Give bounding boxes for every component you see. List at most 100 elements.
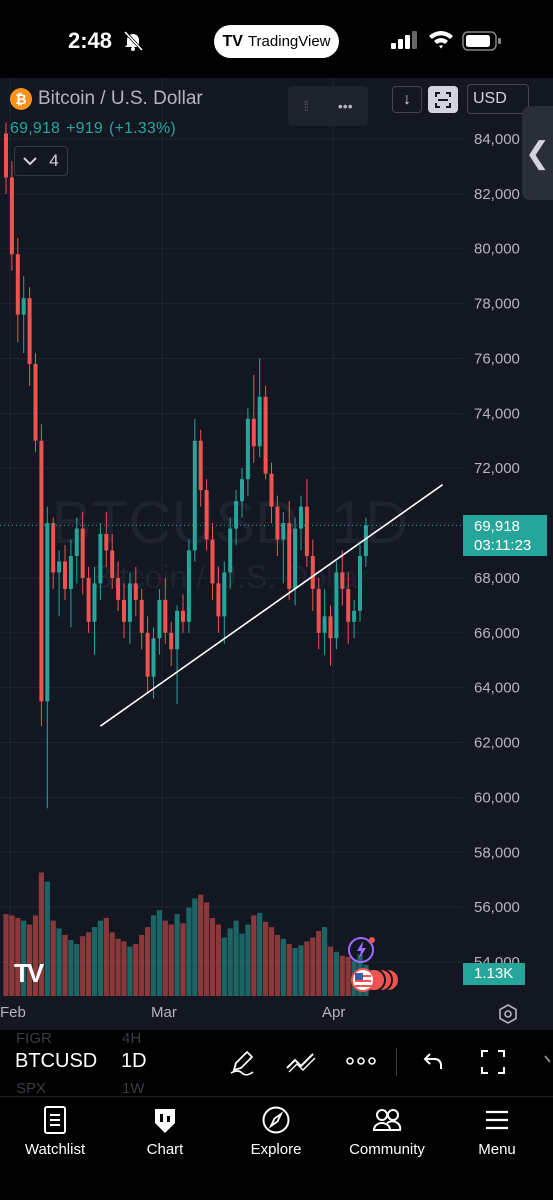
scroll-to-realtime-button[interactable]: ↓ [392,86,422,113]
candle-body[interactable] [133,583,138,600]
interval-button[interactable]: 1D [121,1050,147,1072]
candle-body[interactable] [186,550,191,622]
candle-body[interactable] [9,177,14,255]
candle-body[interactable] [346,588,351,622]
more-tools-icon[interactable] [346,1056,376,1066]
candle-body[interactable] [68,555,73,589]
candle-body[interactable] [310,555,315,589]
candle-body[interactable] [251,418,256,447]
candle-body[interactable] [98,534,103,584]
candle-body[interactable] [257,396,262,447]
fullscreen-toggle-button[interactable] [428,86,458,113]
candle-body[interactable] [86,577,91,622]
tab-watchlist[interactable]: Watchlist [5,1105,105,1158]
candle-body[interactable] [204,490,209,540]
candle-body[interactable] [127,583,132,622]
candle-body[interactable] [27,298,32,364]
trend-tool-icon[interactable] [285,1048,317,1076]
symbol-header[interactable]: ₿ Bitcoin / U.S. Dollar [10,88,203,110]
candle-body[interactable] [74,528,79,556]
candle-body[interactable] [328,616,333,639]
candle-body[interactable] [15,254,20,315]
candle-body[interactable] [322,616,327,633]
tab-chart[interactable]: Chart [115,1105,215,1158]
drawing-pen-icon[interactable] [228,1048,256,1076]
volume-bar [68,940,74,996]
candle-body[interactable] [57,561,62,573]
candle-body[interactable] [33,363,38,441]
time-axis[interactable]: Feb Mar Apr [0,998,553,1030]
candle-body[interactable] [21,298,26,315]
candle-body[interactable] [316,588,321,633]
candle-body[interactable] [363,525,368,556]
more-options-icon[interactable]: ••• [337,98,353,114]
volume-bar [339,955,345,996]
candle-body[interactable] [139,599,144,633]
economic-events-flags-icon[interactable] [350,966,402,994]
tab-explore[interactable]: Explore [226,1105,326,1158]
tradingview-watermark-logo-icon[interactable]: TV [14,958,44,988]
candle-body[interactable] [352,610,357,622]
candle-body[interactable] [63,561,67,589]
candle-body[interactable] [192,440,197,551]
candle-body[interactable] [169,632,174,650]
candle-body[interactable] [51,523,56,573]
tab-label: Explore [250,1141,302,1158]
candle-body[interactable] [4,133,8,178]
candle-body[interactable] [175,610,180,650]
candle-body[interactable] [293,528,298,589]
candle-body[interactable] [80,528,85,578]
volume-bar [91,927,98,996]
candle-body[interactable] [198,440,203,491]
fullscreen-icon[interactable] [479,1048,507,1076]
events-lightning-icon[interactable] [346,934,378,966]
symbol-search-button[interactable]: BTCUSD [15,1050,98,1072]
candle-body[interactable] [181,610,185,622]
candle-body[interactable] [163,599,168,633]
undo-icon[interactable] [421,1048,445,1074]
candle-body[interactable] [104,534,109,551]
candle-body[interactable] [39,440,44,702]
candle-body[interactable] [45,523,50,702]
candle-body[interactable] [145,632,150,677]
drag-handle-icon[interactable]: ⁞⁞ [303,98,309,114]
chart-area[interactable]: BTCUSD, 1D Bitcoin / U.S. Dollar 84,000 8… [0,78,553,1030]
bar-countdown: 03:11:23 [474,537,532,554]
currency-select[interactable]: USD [467,84,529,114]
candle-body[interactable] [234,501,239,529]
candle-body[interactable] [334,572,339,639]
more-right-icon[interactable] [542,1048,553,1076]
candle-body[interactable] [122,599,126,622]
trendline-drawing[interactable] [99,484,444,727]
candle-body[interactable] [263,396,268,474]
candle-body[interactable] [216,583,221,617]
tradingview-pill[interactable]: TV TradingView [214,25,339,58]
settings-hexagon-icon[interactable] [497,1003,519,1025]
candle-body[interactable] [116,577,121,600]
candle-body[interactable] [299,506,303,529]
candle-body[interactable] [287,523,292,589]
candle-body[interactable] [157,599,162,639]
candle-body[interactable] [275,506,280,540]
floating-toolbar[interactable]: ⁞⁞ ••• [288,86,368,126]
price-chart[interactable]: BTCUSD, 1D Bitcoin / U.S. Dollar 84,0008… [0,78,553,1030]
candle-body[interactable] [358,555,362,611]
tab-community[interactable]: Community [337,1105,437,1158]
candle-body[interactable] [240,479,244,502]
candle-body[interactable] [281,523,286,540]
candle-body[interactable] [269,473,274,507]
candle-body[interactable] [110,550,115,578]
chevron-down-icon [23,157,37,166]
candle-body[interactable] [245,418,250,480]
candle-body[interactable] [151,638,156,677]
indicators-toggle-button[interactable]: 4 [14,146,68,176]
side-panel-toggle[interactable]: ❮ [522,106,553,200]
volume-bar [209,918,216,996]
candle-body[interactable] [228,528,233,573]
candle-body[interactable] [92,583,97,622]
tab-menu[interactable]: Menu [447,1105,547,1158]
candle-body[interactable] [340,572,345,589]
candle-body[interactable] [304,506,309,556]
candle-body[interactable] [222,572,227,617]
candle-body[interactable] [210,539,215,584]
